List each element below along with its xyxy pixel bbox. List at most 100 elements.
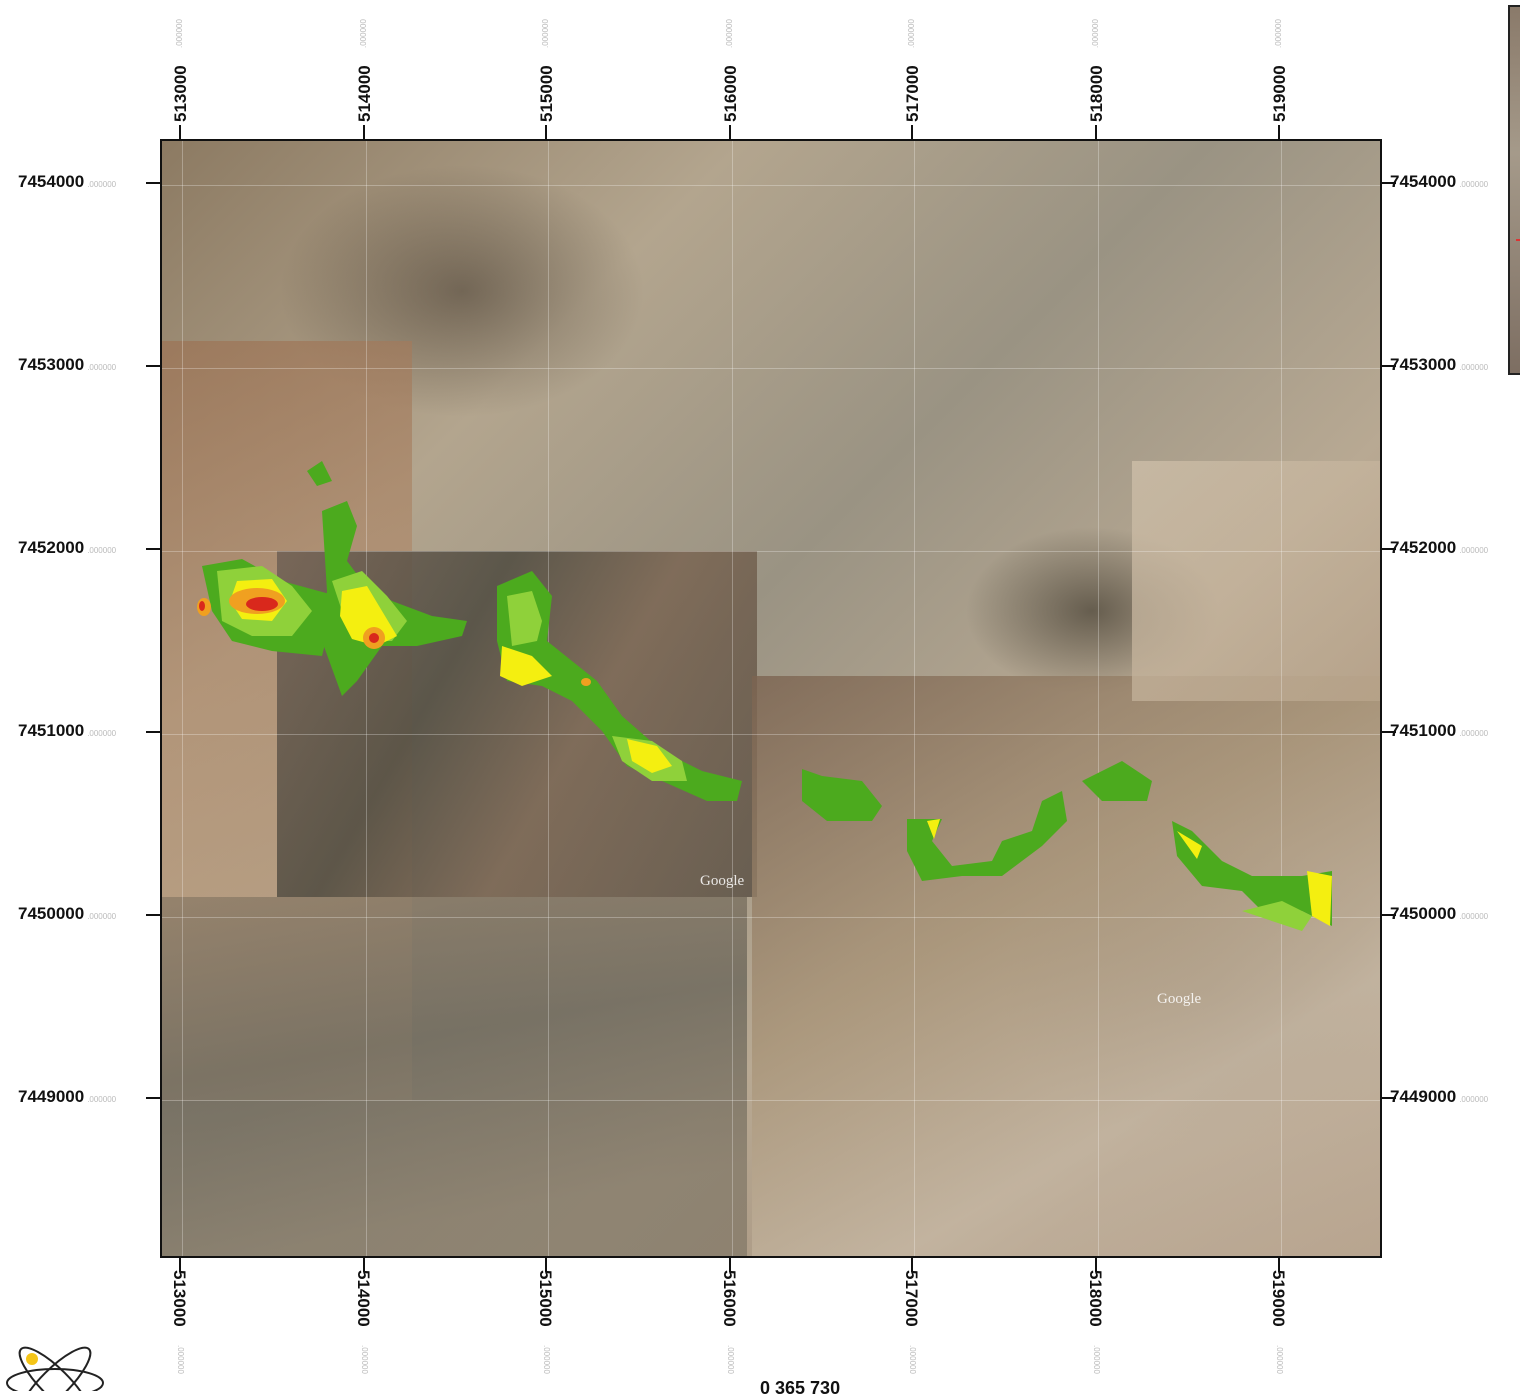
anomaly-ellipse	[581, 678, 591, 686]
x-tick-suffix-bottom: .000000	[542, 1345, 551, 1374]
y-tick	[1382, 731, 1396, 733]
atom-logo-icon	[6, 1346, 104, 1391]
y-tick-label-right: 7453000.000000	[1390, 355, 1488, 375]
x-tick-label-bottom: 513000	[170, 1270, 189, 1327]
imagery-tile	[1132, 461, 1380, 701]
anomaly-polygon	[307, 461, 332, 486]
grid-line	[162, 734, 1380, 735]
y-tick	[1382, 914, 1396, 916]
y-tick-label-left: 7454000.000000	[18, 172, 116, 192]
y-tick-suffix: .000000	[1459, 912, 1489, 921]
y-tick-value: 7451000	[18, 721, 85, 740]
anomaly-ellipse	[199, 601, 205, 611]
location-marker	[1516, 239, 1520, 241]
x-tick	[545, 1258, 547, 1272]
y-tick-suffix: .000000	[87, 1095, 117, 1104]
x-tick	[729, 1258, 731, 1272]
x-tick	[1278, 125, 1280, 139]
anomaly-polygon	[500, 646, 552, 686]
y-tick-value: 7454000	[1390, 172, 1457, 191]
anomaly-polygon	[927, 819, 940, 839]
grid-line	[182, 141, 183, 1256]
anomaly-polygon	[340, 586, 397, 646]
y-tick-label-left: 7453000.000000	[18, 355, 116, 375]
x-tick-label-bottom: 514000	[354, 1270, 373, 1327]
y-tick	[146, 182, 160, 184]
y-tick-label-right: 7449000.000000	[1390, 1087, 1488, 1107]
y-tick-suffix: .000000	[87, 546, 117, 555]
grid-line	[162, 917, 1380, 918]
x-tick-label-top: 513000	[171, 65, 190, 122]
y-tick	[146, 548, 160, 550]
imagery-tile	[162, 897, 747, 1256]
google-watermark: Google	[700, 873, 745, 889]
x-tick-suffix-bottom: .000000	[1092, 1345, 1101, 1374]
grid-line	[1098, 141, 1099, 1256]
grid-line	[1281, 141, 1282, 1256]
x-tick	[363, 125, 365, 139]
anomaly-zone-low	[202, 461, 1332, 926]
y-tick	[146, 731, 160, 733]
y-tick	[1382, 182, 1396, 184]
x-tick	[1095, 1258, 1097, 1272]
y-tick-label-right: 7450000.000000	[1390, 904, 1488, 924]
y-tick-suffix: .000000	[1459, 1095, 1489, 1104]
y-tick	[1382, 548, 1396, 550]
x-tick-label-bottom: 516000	[720, 1270, 739, 1327]
y-tick-suffix: .000000	[1459, 729, 1489, 738]
y-tick-label-left: 7450000.000000	[18, 904, 116, 924]
y-tick	[1382, 1097, 1396, 1099]
y-tick-value: 7453000	[18, 355, 85, 374]
anomaly-polygon	[1177, 831, 1202, 859]
anomaly-polygon	[1307, 871, 1332, 926]
y-tick-label-left: 7452000.000000	[18, 538, 116, 558]
y-tick-suffix: .000000	[1459, 363, 1489, 372]
anomaly-zone-medium	[217, 566, 1332, 931]
x-tick-label-top: 518000	[1087, 65, 1106, 122]
y-tick-suffix: .000000	[87, 912, 117, 921]
y-tick-label-left: 7449000.000000	[18, 1087, 116, 1107]
google-watermark: Google	[1157, 991, 1202, 1007]
y-tick-value: 7452000	[18, 538, 85, 557]
x-tick-suffix-bottom: .000000	[726, 1345, 735, 1374]
x-tick-suffix-bottom: .000000	[360, 1345, 369, 1374]
y-tick-suffix: .000000	[87, 180, 117, 189]
x-tick	[1278, 1258, 1280, 1272]
grid-line	[548, 141, 549, 1256]
anomaly-polygon	[1082, 761, 1152, 801]
x-tick-suffix-top: .000000	[359, 19, 368, 48]
x-tick-suffix-top: .000000	[541, 19, 550, 48]
x-tick-label-top: 516000	[721, 65, 740, 122]
scale-bar: 0 365 730	[760, 1378, 841, 1398]
grid-line	[162, 185, 1380, 186]
x-tick	[545, 125, 547, 139]
y-tick-value: 7451000	[1390, 721, 1457, 740]
x-tick-label-top: 514000	[355, 65, 374, 122]
anomaly-polygon	[322, 501, 467, 696]
y-tick-label-right: 7454000.000000	[1390, 172, 1488, 192]
y-tick-label-right: 7452000.000000	[1390, 538, 1488, 558]
x-tick-suffix-top: .000000	[725, 19, 734, 48]
y-tick-value: 7453000	[1390, 355, 1457, 374]
anomaly-polygon	[507, 591, 542, 646]
map-frame[interactable]: Google Google	[160, 139, 1382, 1258]
y-tick-value: 7449000	[18, 1087, 85, 1106]
y-tick	[146, 914, 160, 916]
y-tick-suffix: .000000	[87, 729, 117, 738]
x-tick-suffix-top: .000000	[175, 19, 184, 48]
anomaly-ellipse	[369, 633, 379, 643]
y-tick-label-left: 7451000.000000	[18, 721, 116, 741]
x-tick-label-bottom: 519000	[1269, 1270, 1288, 1327]
imagery-tile	[752, 676, 1380, 1256]
y-tick-value: 7450000	[18, 904, 85, 923]
inset-map[interactable]	[1508, 5, 1520, 375]
y-tick-label-right: 7451000.000000	[1390, 721, 1488, 741]
x-tick-label-top: 517000	[903, 65, 922, 122]
y-tick-value: 7454000	[18, 172, 85, 191]
x-tick	[363, 1258, 365, 1272]
y-tick	[146, 365, 160, 367]
grid-line	[914, 141, 915, 1256]
y-tick-suffix: .000000	[87, 363, 117, 372]
anomaly-zone-high	[197, 588, 591, 686]
y-tick	[1382, 365, 1396, 367]
